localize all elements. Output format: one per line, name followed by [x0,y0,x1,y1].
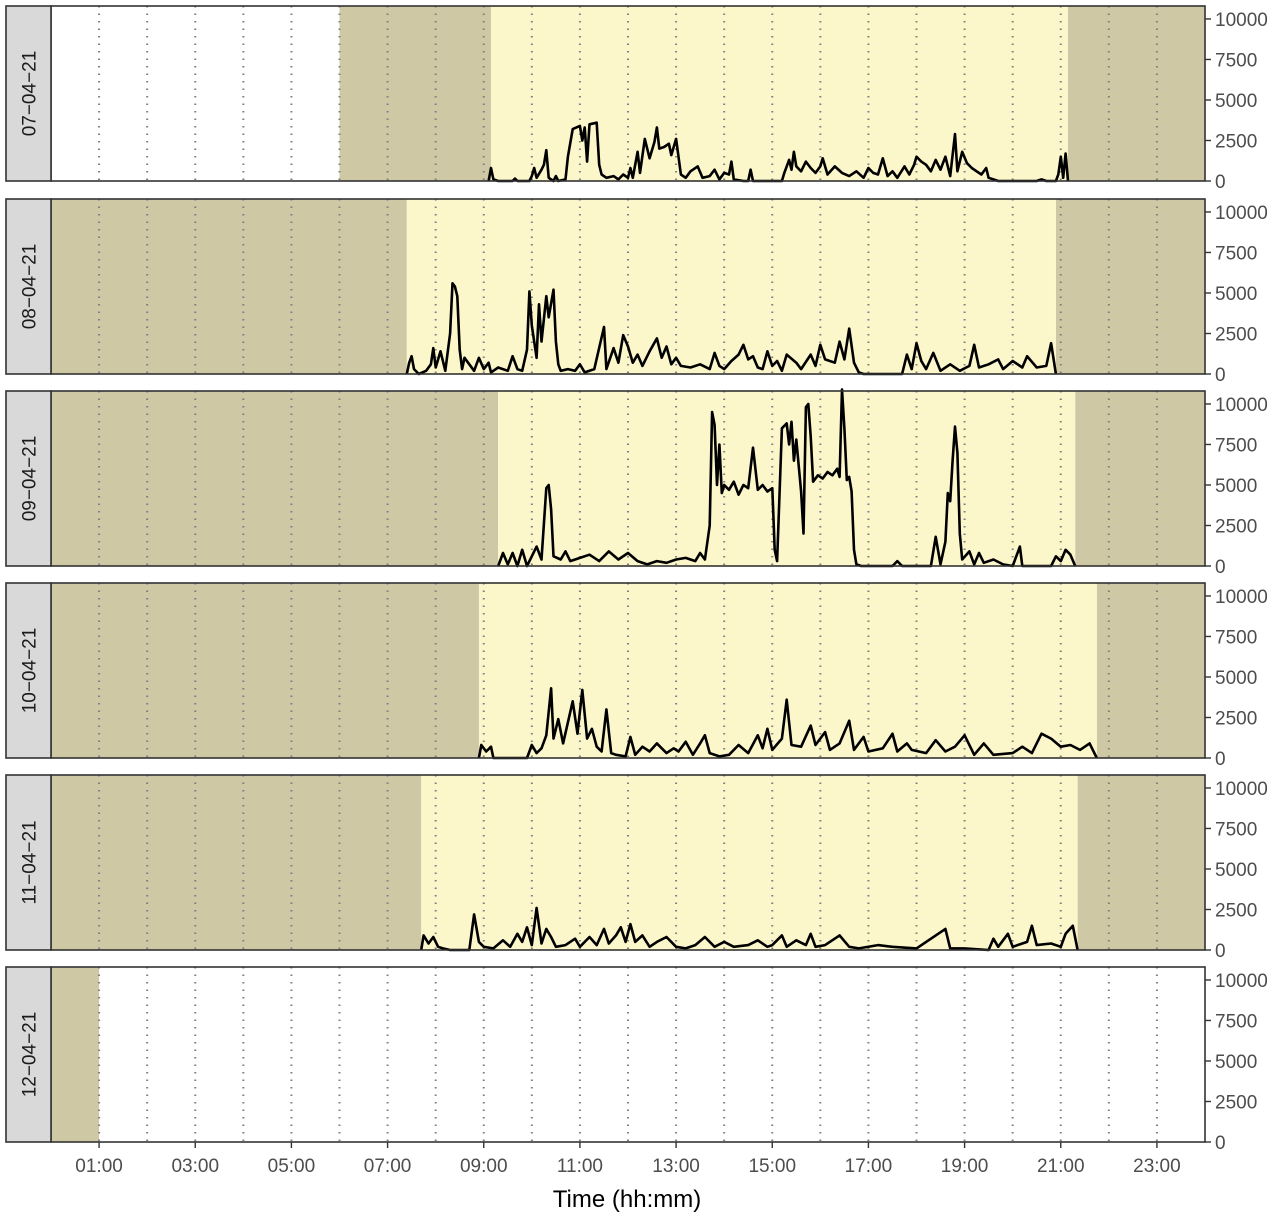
x-tick-label: 05:00 [268,1156,316,1177]
y-tick-label: 2500 [1215,324,1257,345]
facet-strip-label: 07−04−21 [20,51,41,137]
facet-strip-label: 08−04−21 [20,244,41,330]
y-tick-label: 10000 [1215,203,1268,224]
night-band [339,6,491,181]
y-tick-label: 7500 [1215,1011,1257,1032]
x-tick-label: 15:00 [748,1156,796,1177]
day-band [421,775,1078,950]
y-tick-label: 2500 [1215,900,1257,921]
y-tick-label: 2500 [1215,131,1257,152]
panel-6: 12−04−21 0 2500 5000 7500 10000 [5,966,1268,1154]
x-tick-label: 09:00 [460,1156,508,1177]
y-tick-label: 2500 [1215,708,1257,729]
x-tick-label: 03:00 [171,1156,219,1177]
y-tick-label: 0 [1215,749,1226,770]
series-line [477,687,1098,760]
night-band [1067,6,1205,181]
y-tick-label: 10000 [1215,971,1268,992]
panel-4: 10−04−21 0 2500 5000 7500 10000 [5,582,1268,770]
night-band [51,967,100,1142]
facet-strip [5,198,52,375]
y-tick-label: 0 [1215,1133,1226,1154]
y-tick-label: 7500 [1215,50,1257,71]
panel-background [51,967,1205,1142]
night-band [51,583,479,758]
series-line [405,282,1058,376]
y-tick-label: 2500 [1215,1092,1257,1113]
y-tick-label: 10000 [1215,587,1268,608]
x-tick-label: 11:00 [557,1156,603,1177]
y-tick-label: 7500 [1215,627,1257,648]
series-line [496,388,1077,568]
y-tick-label: 7500 [1215,819,1257,840]
night-band [51,391,499,566]
x-tick-label: 19:00 [941,1156,989,1177]
y-tick-label: 10000 [1215,779,1268,800]
y-tick-label: 5000 [1215,860,1257,881]
y-tick-label: 5000 [1215,91,1257,112]
facet-strip [5,966,52,1143]
y-tick-label: 10000 [1215,10,1268,31]
x-tick-label: 07:00 [364,1156,412,1177]
night-band [1096,583,1205,758]
facet-strip-label: 11−04−21 [20,820,41,904]
series-line [419,906,1079,952]
night-band [1077,775,1205,950]
y-tick-label: 5000 [1215,1052,1257,1073]
night-band [51,199,407,374]
panels-layer: 07−04−21 0 2500 5000 7500 10000 08−04−21 0 2500 5… [5,5,1268,1154]
y-tick-label: 0 [1215,172,1226,193]
facet-strip [5,390,52,567]
x-tick-label: 17:00 [845,1156,893,1177]
day-band [406,199,1056,374]
y-tick-label: 2500 [1215,516,1257,537]
y-tick-label: 5000 [1215,668,1257,689]
y-tick-label: 0 [1215,365,1226,386]
facet-strip-label: 09−04−21 [20,436,41,522]
panel-2: 08−04−21 0 2500 5000 7500 10000 [5,198,1268,386]
facet-strip [5,582,52,759]
x-tick-label: 21:00 [1037,1156,1085,1177]
facet-strip [5,774,52,951]
facet-strip-label: 12−04−21 [20,1012,41,1098]
y-tick-label: 0 [1215,557,1226,578]
y-tick-label: 7500 [1215,243,1257,264]
night-band [51,775,422,950]
facet-strip-label: 10−04−21 [20,628,41,714]
facet-strip [5,5,52,182]
x-tick-label: 23:00 [1133,1156,1181,1177]
day-band [498,391,1076,566]
x-axis-title: Time (hh:mm) [553,1186,701,1213]
y-tick-label: 7500 [1215,435,1257,456]
x-tick-label: 01:00 [75,1156,123,1177]
panel-1: 07−04−21 0 2500 5000 7500 10000 [5,5,1268,193]
day-band [490,6,1068,181]
y-tick-label: 10000 [1215,395,1268,416]
y-tick-label: 5000 [1215,476,1257,497]
x-axis: 01:00 03:00 05:00 07:00 09:00 11:00 13:00 15:00… [75,1142,1181,1177]
panel-3: 09−04−21 0 2500 5000 7500 10000 [5,388,1268,578]
y-tick-label: 5000 [1215,284,1257,305]
day-band [478,583,1097,758]
night-band [1055,199,1205,374]
panel-5: 11−04−21 0 2500 5000 7500 10000 [5,774,1268,962]
y-tick-label: 0 [1215,941,1226,962]
x-tick-label: 13:00 [652,1156,700,1177]
night-band [1075,391,1205,566]
